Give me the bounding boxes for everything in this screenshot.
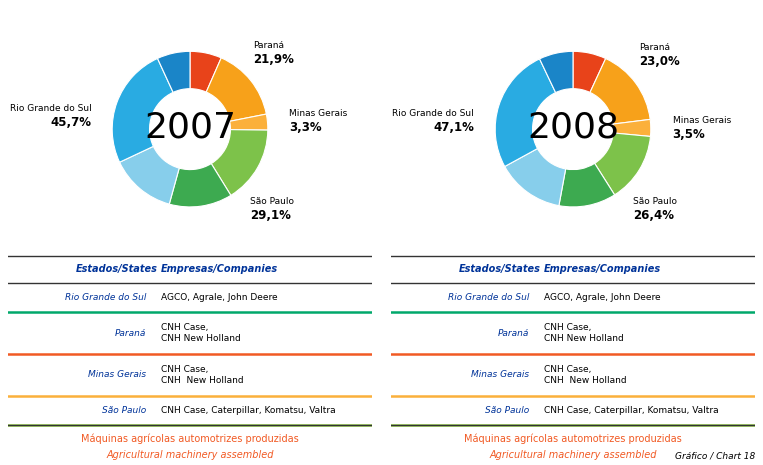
Text: 21,9%: 21,9%	[253, 53, 294, 66]
Text: Minas Gerais: Minas Gerais	[471, 370, 530, 379]
Text: Paraná: Paraná	[497, 329, 530, 338]
Text: Rio Grande do Sul: Rio Grande do Sul	[65, 293, 146, 302]
Text: São Paulo: São Paulo	[250, 197, 294, 206]
Text: Minas Gerais: Minas Gerais	[88, 370, 146, 379]
Text: São Paulo: São Paulo	[633, 197, 677, 206]
Text: CNH Case,
CNH New Holland: CNH Case, CNH New Holland	[161, 323, 240, 343]
Wedge shape	[590, 59, 650, 124]
Text: 26,4%: 26,4%	[633, 209, 674, 222]
Text: CNH Case, Caterpillar, Komatsu, Valtra: CNH Case, Caterpillar, Komatsu, Valtra	[161, 406, 336, 415]
Text: Estados/States: Estados/States	[459, 265, 541, 274]
Wedge shape	[495, 59, 555, 166]
Text: 3,5%: 3,5%	[672, 128, 705, 141]
Text: Minas Gerais: Minas Gerais	[289, 108, 347, 118]
Text: 2008: 2008	[527, 111, 619, 145]
Text: 3,3%: 3,3%	[289, 120, 322, 133]
Wedge shape	[539, 51, 573, 93]
Text: Estados/States: Estados/States	[76, 265, 158, 274]
Text: Agricultural machinery assembled: Agricultural machinery assembled	[489, 450, 657, 460]
Wedge shape	[169, 164, 231, 207]
Text: AGCO, Agrale, John Deere: AGCO, Agrale, John Deere	[161, 293, 278, 302]
Wedge shape	[112, 59, 173, 162]
Text: São Paulo: São Paulo	[102, 406, 146, 415]
Wedge shape	[157, 51, 190, 93]
Wedge shape	[594, 133, 650, 195]
Text: AGCO, Agrale, John Deere: AGCO, Agrale, John Deere	[544, 293, 661, 302]
Text: Paraná: Paraná	[253, 41, 285, 50]
Text: Máquinas agrícolas automotrizes produzidas: Máquinas agrícolas automotrizes produzid…	[464, 433, 682, 444]
Text: Paraná: Paraná	[639, 43, 670, 52]
Text: Empresas/Companies: Empresas/Companies	[161, 265, 278, 274]
Text: Rio Grande do Sul: Rio Grande do Sul	[448, 293, 530, 302]
Wedge shape	[211, 130, 268, 195]
Text: Máquinas agrícolas automotrizes produzidas: Máquinas agrícolas automotrizes produzid…	[81, 433, 299, 444]
Text: 2007: 2007	[144, 111, 236, 145]
Text: Gráfico / Chart 18: Gráfico / Chart 18	[675, 452, 755, 460]
Text: São Paulo: São Paulo	[485, 406, 530, 415]
Wedge shape	[120, 146, 179, 204]
Wedge shape	[613, 120, 651, 136]
Text: 47,1%: 47,1%	[433, 120, 474, 133]
Text: Paraná: Paraná	[115, 329, 146, 338]
Text: 23,0%: 23,0%	[639, 55, 680, 68]
Wedge shape	[230, 114, 268, 130]
Text: Minas Gerais: Minas Gerais	[672, 116, 731, 125]
Wedge shape	[505, 148, 565, 206]
Wedge shape	[559, 163, 615, 207]
Text: Rio Grande do Sul: Rio Grande do Sul	[10, 104, 92, 113]
Text: CNH Case, Caterpillar, Komatsu, Valtra: CNH Case, Caterpillar, Komatsu, Valtra	[544, 406, 719, 415]
Text: CNH Case,
CNH  New Holland: CNH Case, CNH New Holland	[161, 365, 243, 385]
Text: CNH Case,
CNH  New Holland: CNH Case, CNH New Holland	[544, 365, 626, 385]
Text: 29,1%: 29,1%	[250, 209, 291, 222]
Wedge shape	[206, 58, 266, 121]
Text: Rio Grande do Sul: Rio Grande do Sul	[392, 108, 474, 118]
Text: CNH Case,
CNH New Holland: CNH Case, CNH New Holland	[544, 323, 623, 343]
Text: Agricultural machinery assembled: Agricultural machinery assembled	[106, 450, 274, 460]
Wedge shape	[573, 51, 606, 93]
Wedge shape	[190, 51, 221, 92]
Text: 45,7%: 45,7%	[50, 116, 92, 129]
Text: Empresas/Companies: Empresas/Companies	[544, 265, 661, 274]
